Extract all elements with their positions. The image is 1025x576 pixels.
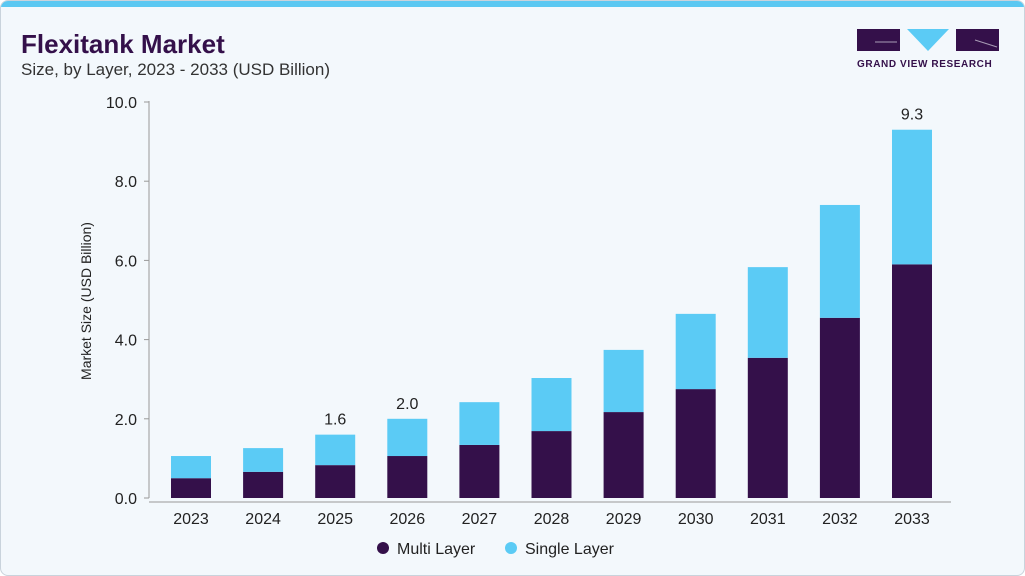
grand-view-research-logo xyxy=(857,29,999,51)
y-tick-label: 0.0 xyxy=(115,491,137,508)
y-axis-label: Market Size (USD Billion) xyxy=(78,222,94,380)
bar-multi-layer-2026 xyxy=(387,456,428,498)
legend-label: Single Layer xyxy=(525,541,615,558)
legend-marker xyxy=(505,542,517,554)
x-tick-label: 2030 xyxy=(678,511,714,528)
y-tick-label: 4.0 xyxy=(115,333,137,350)
data-label-2025: 1.6 xyxy=(324,412,346,429)
legend-marker xyxy=(377,542,389,554)
x-tick-label: 2023 xyxy=(173,511,209,528)
x-tick-label: 2024 xyxy=(245,511,281,528)
bar-single-layer-2028 xyxy=(531,378,572,432)
bar-multi-layer-2033 xyxy=(892,264,932,498)
bar-multi-layer-2027 xyxy=(459,444,500,498)
bar-single-layer-2030 xyxy=(675,313,716,390)
x-tick-label: 2033 xyxy=(894,511,930,528)
data-label-2033: 9.3 xyxy=(901,107,923,124)
bar-single-layer-2025 xyxy=(315,434,356,466)
bar-single-layer-2032 xyxy=(819,204,860,318)
bar-multi-layer-2025 xyxy=(315,465,356,498)
x-tick-label: 2025 xyxy=(317,511,353,528)
legend-label: Multi Layer xyxy=(397,541,476,558)
bar-multi-layer-2032 xyxy=(819,317,860,498)
bar-single-layer-2033 xyxy=(892,129,932,265)
bar-multi-layer-2031 xyxy=(747,357,788,498)
x-tick-label: 2028 xyxy=(534,511,570,528)
bar-multi-layer-2030 xyxy=(675,389,716,498)
bar-single-layer-2023 xyxy=(171,456,211,479)
bar-multi-layer-2028 xyxy=(531,431,572,498)
bar-single-layer-2026 xyxy=(387,418,428,457)
x-tick-label: 2029 xyxy=(606,511,642,528)
bar-multi-layer-2023 xyxy=(171,478,211,498)
bar-single-layer-2027 xyxy=(459,402,500,445)
y-tick-label: 6.0 xyxy=(115,253,137,270)
data-label-2026: 2.0 xyxy=(396,396,418,413)
x-tick-label: 2032 xyxy=(822,511,858,528)
x-tick-label: 2031 xyxy=(750,511,786,528)
bar-multi-layer-2024 xyxy=(243,471,284,498)
bar-multi-layer-2029 xyxy=(603,412,644,498)
bar-single-layer-2031 xyxy=(747,267,788,358)
bar-single-layer-2029 xyxy=(603,349,644,413)
y-tick-label: 10.0 xyxy=(106,95,137,112)
bar-single-layer-2024 xyxy=(243,448,284,472)
x-tick-label: 2026 xyxy=(390,511,426,528)
top-accent-bar xyxy=(1,1,1024,7)
chart-title: Flexitank Market xyxy=(21,29,225,59)
chart-subtitle: Size, by Layer, 2023 - 2033 (USD Billion… xyxy=(21,60,330,79)
x-tick-label: 2027 xyxy=(462,511,498,528)
y-tick-label: 8.0 xyxy=(115,174,137,191)
y-tick-label: 2.0 xyxy=(115,412,137,429)
logo-text: GRAND VIEW RESEARCH xyxy=(857,59,993,70)
